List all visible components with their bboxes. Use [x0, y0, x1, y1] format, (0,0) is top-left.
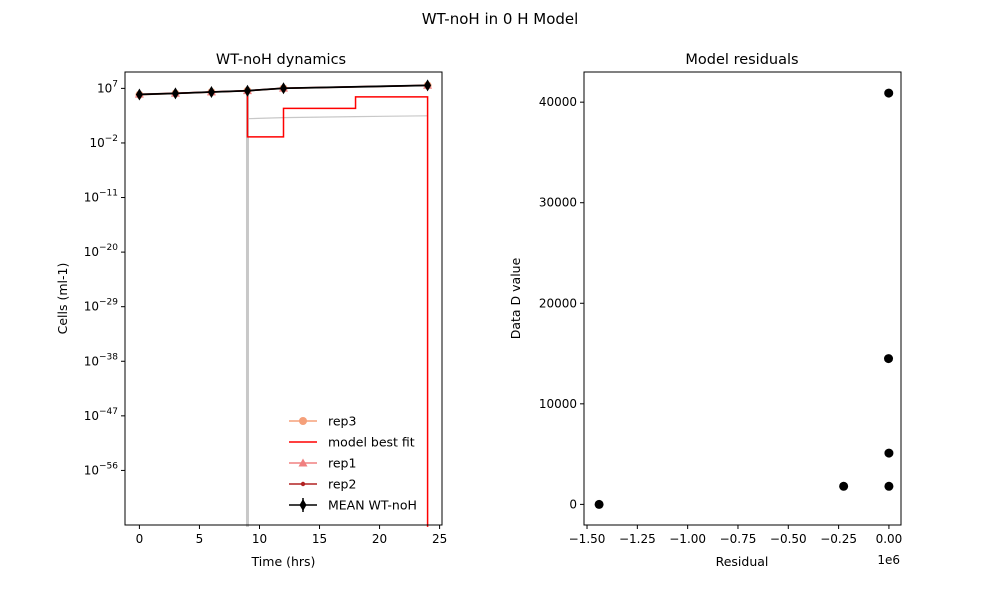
- residuals-ytick-label: 10000: [539, 397, 577, 411]
- residual-point: [839, 481, 849, 491]
- dynamics-legend-entry: rep3: [289, 414, 356, 429]
- dynamics-legend-marker: [298, 458, 308, 467]
- dynamics-legend-entry: model best fit: [289, 435, 415, 450]
- residuals-ytick-label: 0: [569, 497, 577, 511]
- dynamics-legend-label: rep3: [328, 414, 356, 429]
- dynamics-series-line: [139, 90, 429, 527]
- dynamics-xtick-label: 0: [136, 532, 144, 546]
- dynamics-xtick-label: 20: [372, 532, 387, 546]
- dynamics-axes: WT-noH dynamics 0 5 10 15 20 25 107 10−2 10−11 10…: [55, 52, 447, 569]
- dynamics-ytick-label: 10−56: [84, 461, 119, 477]
- residuals-xtick-label: −0.50: [770, 532, 807, 546]
- dynamics-legend-entry: rep1: [289, 456, 356, 471]
- dynamics-xtick-label: 15: [312, 532, 327, 546]
- dynamics-series-5: [135, 79, 432, 101]
- dynamics-legend-entry: rep2: [289, 477, 356, 492]
- figure-suptitle: WT-noH in 0 H Model: [422, 10, 579, 28]
- residual-point: [884, 354, 894, 364]
- residual-point: [884, 88, 894, 98]
- residuals-xtick-label: 0.00: [876, 532, 903, 546]
- residuals-ytick-label: 20000: [539, 296, 577, 310]
- dynamics-legend-marker: [299, 417, 307, 425]
- dynamics-title: WT-noH dynamics: [216, 52, 346, 68]
- residual-point: [884, 481, 894, 491]
- dynamics-envelope-curve: [247, 115, 428, 120]
- residuals-xtick-label: −0.25: [820, 532, 857, 546]
- residual-point: [884, 448, 894, 458]
- residuals-ylabel: Data D value: [508, 257, 523, 339]
- dynamics-legend-label: MEAN WT-noH: [328, 498, 417, 513]
- dynamics-ytick-label: 10−29: [84, 298, 119, 314]
- dynamics-ytick-label: 10−2: [89, 134, 118, 150]
- dynamics-legend-label: model best fit: [328, 435, 415, 450]
- dynamics-legend: rep3 model best fit rep1 rep2 MEAN WT-noH: [289, 414, 417, 513]
- residuals-title: Model residuals: [685, 52, 798, 68]
- dynamics-point: [135, 88, 143, 101]
- dynamics-xlabel: Time (hrs): [251, 554, 316, 569]
- residuals-ytick-label: 30000: [539, 196, 577, 210]
- dynamics-point: [207, 86, 215, 99]
- residuals-axes-frame: [583, 71, 902, 526]
- dynamics-ytick-label: 10−47: [84, 407, 118, 423]
- dynamics-series-line: [139, 84, 428, 96]
- dynamics-point: [171, 87, 179, 100]
- dynamics-xtick-label: 10: [252, 532, 267, 546]
- dynamics-series-2: [139, 90, 429, 527]
- dynamics-point: [243, 84, 251, 97]
- residuals-xtick-label: −1.00: [669, 532, 706, 546]
- residuals-xtick-label: −1.25: [619, 532, 656, 546]
- dynamics-xtick-label: 5: [196, 532, 204, 546]
- residuals-axes: Model residuals −1.50 −1.25 −1.00 −0.75 −0.5…: [508, 52, 902, 569]
- dynamics-legend-marker: [300, 481, 306, 487]
- residuals-xtick-label: −0.75: [720, 532, 757, 546]
- dynamics-ytick-label: 107: [97, 79, 118, 95]
- residuals-xtick-label: −1.50: [569, 532, 606, 546]
- residuals-xlabel: Residual: [716, 554, 769, 569]
- dynamics-xtick-label: 25: [432, 532, 447, 546]
- dynamics-ytick-label: 10−38: [84, 352, 119, 368]
- dynamics-ytick-label: 10−20: [84, 243, 119, 259]
- residuals-x-offset-label: 1e6: [877, 553, 900, 567]
- residual-point: [594, 499, 604, 509]
- dynamics-legend-entry: MEAN WT-noH: [289, 498, 417, 513]
- residuals-ytick-label: 40000: [539, 95, 577, 109]
- dynamics-ytick-label: 10−11: [84, 189, 118, 205]
- dynamics-legend-label: rep1: [328, 456, 356, 471]
- dynamics-legend-label: rep2: [328, 477, 356, 492]
- dynamics-point: [424, 79, 432, 92]
- dynamics-axes-frame: [124, 71, 443, 526]
- dynamics-point: [280, 82, 287, 95]
- dynamics-ylabel: Cells (ml-1): [55, 263, 70, 335]
